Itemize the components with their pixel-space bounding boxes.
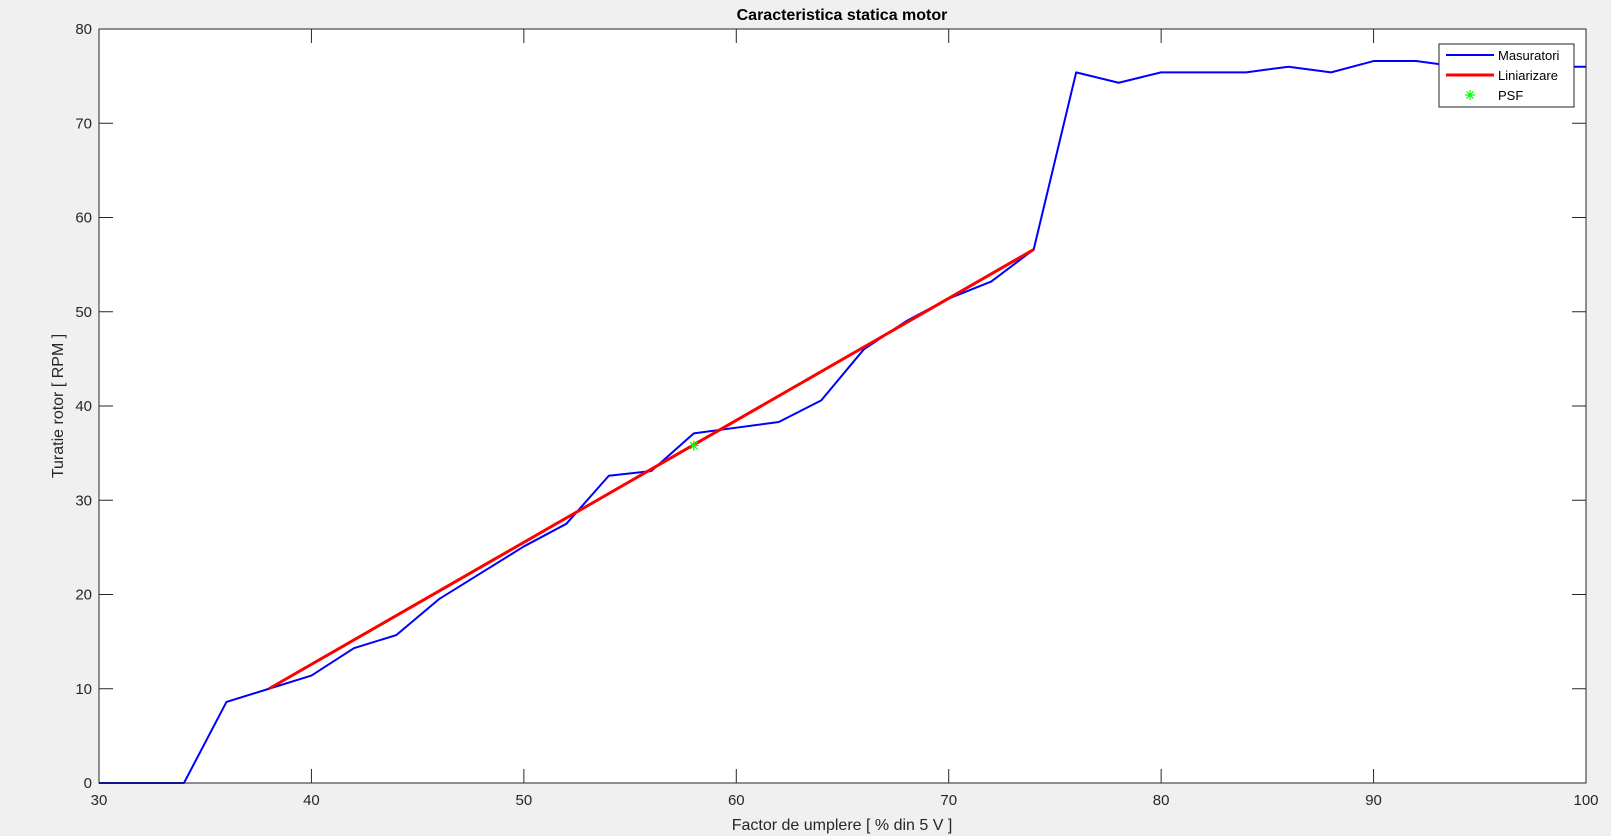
x-tick-label: 30	[91, 792, 108, 809]
legend: Masuratori Liniarizare PSF	[1438, 43, 1575, 108]
y-tick-label: 30	[75, 492, 92, 509]
x-tick-label: 40	[303, 792, 320, 809]
axes-layer: 30 40 50 60 70 80 90 100 0 10 20 30 40 50 60 70 80	[75, 21, 1598, 809]
legend-item-psf: PSF	[1465, 88, 1523, 103]
x-tick-label: 50	[516, 792, 533, 809]
x-tick-label: 90	[1365, 792, 1382, 809]
y-tick-label: 70	[75, 115, 92, 132]
x-tick-label: 80	[1153, 792, 1170, 809]
x-tick-label: 100	[1573, 792, 1598, 809]
chart-title: Caracteristica statica motor	[737, 7, 948, 24]
y-tick-label: 50	[75, 304, 92, 321]
series-line-masuratori	[99, 60, 1586, 784]
legend-label: PSF	[1498, 88, 1523, 103]
legend-item-masuratori: Masuratori	[1446, 48, 1560, 63]
y-tick-label: 60	[75, 210, 92, 227]
legend-label: Liniarizare	[1498, 68, 1558, 83]
y-tick-label: 10	[75, 681, 92, 698]
x-tick-label: 70	[940, 792, 957, 809]
legend-swatch	[1465, 90, 1475, 100]
y-axis-label: Turatie rotor [ RPM ]	[50, 334, 67, 478]
y-tick-label: 80	[75, 21, 92, 38]
marker-psf	[688, 440, 699, 451]
legend-label: Masuratori	[1498, 48, 1560, 63]
y-tick-label: 0	[84, 775, 92, 792]
plot-area	[99, 29, 1586, 783]
x-tick-label: 60	[728, 792, 745, 809]
y-tick-label: 40	[75, 398, 92, 415]
x-axis-label: Factor de umplere [ % din 5 V ]	[732, 817, 953, 834]
series-layer	[99, 60, 1586, 784]
legend-item-liniarizare: Liniarizare	[1446, 68, 1558, 83]
y-tick-label: 20	[75, 587, 92, 604]
series-line-liniarizare	[268, 248, 1035, 691]
